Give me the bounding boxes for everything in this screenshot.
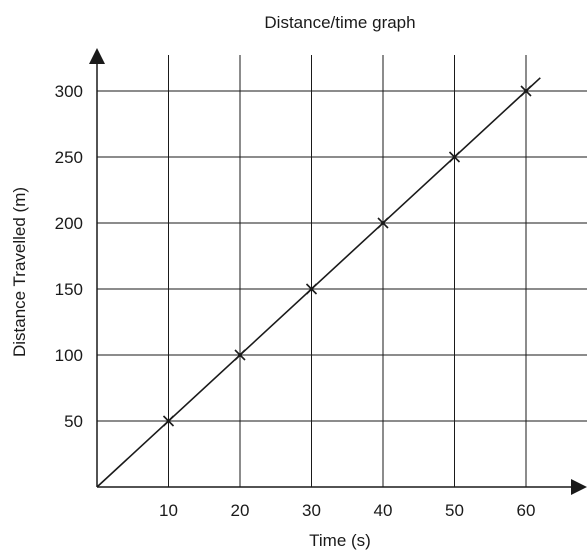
x-tick-label-40: 40 bbox=[374, 501, 393, 520]
x-tick-label-50: 50 bbox=[445, 501, 464, 520]
tick-labels: 10 20 30 40 50 60 50 100 150 200 250 300 bbox=[55, 82, 536, 520]
grid bbox=[97, 55, 587, 487]
x-tick-label-10: 10 bbox=[159, 501, 178, 520]
x-tick-label-30: 30 bbox=[302, 501, 321, 520]
x-tick-label-60: 60 bbox=[517, 501, 536, 520]
x-axis-label: Time (s) bbox=[309, 531, 371, 550]
y-tick-label-100: 100 bbox=[55, 346, 83, 365]
y-tick-label-300: 300 bbox=[55, 82, 83, 101]
chart-title: Distance/time graph bbox=[264, 13, 415, 32]
series-distance bbox=[96, 77, 541, 488]
data-point-10 bbox=[162, 415, 175, 427]
y-axis-label: Distance Travelled (m) bbox=[10, 187, 29, 357]
x-axis-arrow bbox=[571, 479, 587, 495]
y-axis-arrow bbox=[89, 48, 105, 64]
data-point-60 bbox=[520, 85, 532, 97]
y-tick-label-150: 150 bbox=[55, 280, 83, 299]
data-point-40 bbox=[377, 217, 389, 229]
data-point-20 bbox=[234, 349, 246, 361]
y-tick-label-250: 250 bbox=[55, 148, 83, 167]
y-tick-label-200: 200 bbox=[55, 214, 83, 233]
data-point-50 bbox=[448, 151, 461, 163]
x-tick-label-20: 20 bbox=[231, 501, 250, 520]
y-tick-label-50: 50 bbox=[64, 412, 83, 431]
axes bbox=[89, 48, 587, 495]
data-point-30 bbox=[305, 283, 318, 295]
